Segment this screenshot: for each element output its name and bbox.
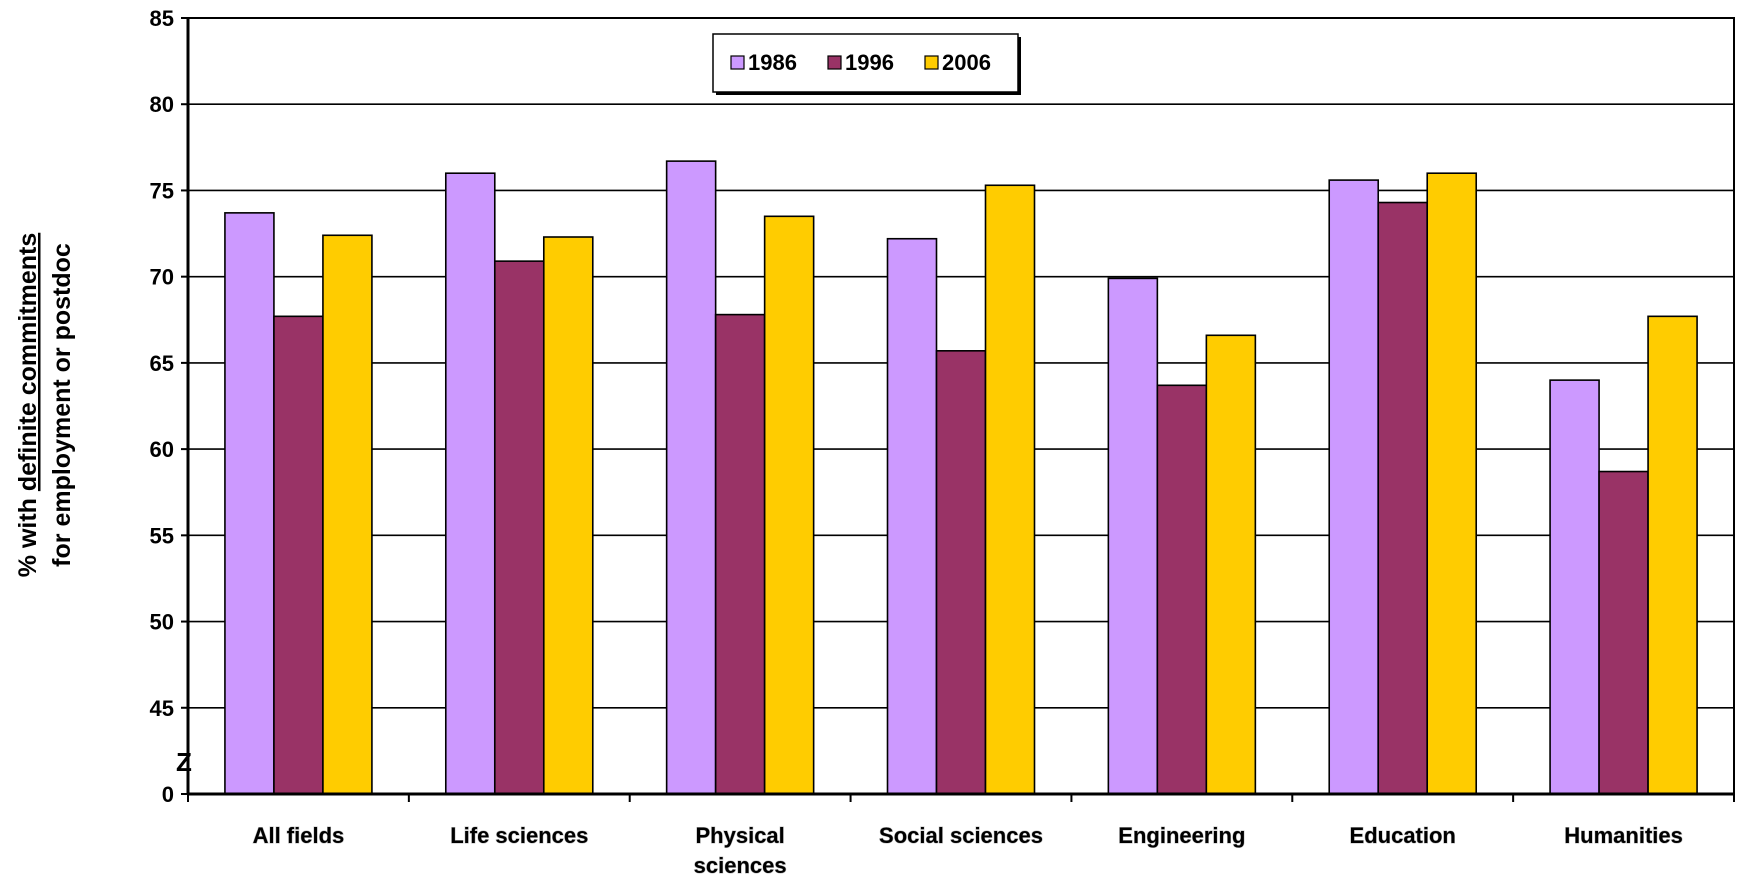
x-category-label: Social sciences <box>879 823 1043 848</box>
bar-1996-3 <box>935 350 987 795</box>
bars <box>224 160 1698 795</box>
legend-label-1996: 1996 <box>845 50 894 75</box>
x-category-labels: All fields Life sciences Physical sciences S… <box>252 823 1683 878</box>
axes <box>186 17 1735 802</box>
x-category-label: Education <box>1350 823 1456 848</box>
bar-1986-2 <box>665 160 717 795</box>
y-tick-label: 70 <box>150 265 174 290</box>
y-tick-label: 65 <box>150 351 174 376</box>
bar-1996-5 <box>1377 201 1429 795</box>
x-category-label: sciences <box>694 853 787 878</box>
y-tick-label: 0 <box>162 782 174 807</box>
bar-1996-4 <box>1156 384 1208 795</box>
x-category-label: All fields <box>253 823 345 848</box>
bar-2006-0 <box>322 234 373 795</box>
bar-1986-1 <box>444 172 496 795</box>
bar-1986-5 <box>1328 179 1380 795</box>
bar-1996-2 <box>714 313 766 795</box>
legend-label-1986: 1986 <box>748 50 797 75</box>
y-tick-label: 45 <box>150 696 174 721</box>
legend-box <box>712 33 1019 93</box>
bar-2006-4 <box>1205 334 1257 795</box>
bar-1986-4 <box>1107 277 1159 795</box>
x-category-label: Life sciences <box>450 823 588 848</box>
bar-1986-6 <box>1549 379 1600 795</box>
y-tick-label: 85 <box>150 6 174 31</box>
y-tick-label: 55 <box>150 523 174 548</box>
bar-1996-0 <box>273 315 324 795</box>
y-tick-label: 75 <box>150 178 174 203</box>
bar-2006-3 <box>984 184 1036 795</box>
axis-break-mark: Z <box>176 747 192 777</box>
bar-2006-5 <box>1426 172 1478 795</box>
y-axis-label-line2: for employment or postdoc <box>48 243 76 567</box>
y-tick-label: 50 <box>150 610 174 635</box>
bar-2006-1 <box>542 236 594 795</box>
bar-1986-3 <box>886 237 938 795</box>
bar-2006-2 <box>763 215 815 795</box>
x-category-label: Physical <box>696 823 785 848</box>
x-category-label: Humanities <box>1564 823 1683 848</box>
x-category-label: Engineering <box>1118 823 1245 848</box>
bar-2006-6 <box>1647 315 1698 795</box>
y-tick-label: 80 <box>150 92 174 117</box>
y-tick-label: 60 <box>150 437 174 462</box>
y-axis-label-prefix: % with <box>14 491 42 577</box>
bar-1986-0 <box>224 212 275 795</box>
y-axis-label-underlined: definite commitments <box>14 233 42 491</box>
legend: 1986 1996 2006 <box>712 33 1021 95</box>
y-axis-label-line1: % with definite commitments <box>14 233 42 577</box>
legend-swatch-2006 <box>924 55 939 70</box>
bar-1996-6 <box>1598 470 1649 795</box>
legend-swatch-1996 <box>827 55 842 70</box>
legend-swatch-1986 <box>730 55 745 70</box>
bar-1996-1 <box>493 260 545 795</box>
legend-label-2006: 2006 <box>942 50 991 75</box>
y-tick-labels: 0 45 50 55 60 65 70 75 80 85 <box>150 6 174 807</box>
